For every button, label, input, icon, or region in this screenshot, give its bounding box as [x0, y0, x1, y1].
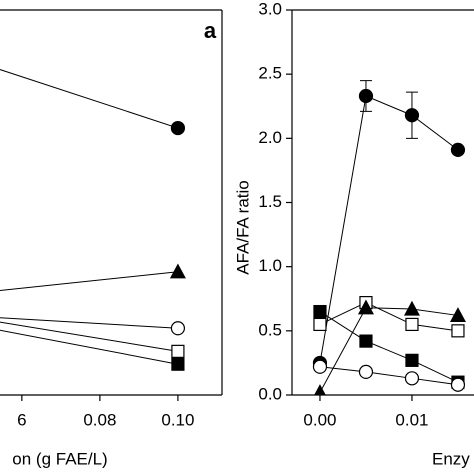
series-line — [319, 307, 459, 393]
marker — [313, 304, 327, 319]
y-tick-label: 0.0 — [258, 384, 282, 403]
marker — [450, 377, 466, 392]
x-axis-label: Enzy — [432, 449, 470, 468]
series-line — [0, 317, 178, 329]
series-line — [319, 311, 459, 383]
marker — [171, 357, 185, 371]
marker — [358, 364, 374, 379]
y-tick-label: 0.5 — [258, 320, 282, 339]
y-axis-label: AFA/FA ratio — [233, 180, 252, 275]
marker — [171, 344, 185, 358]
y-tick-label: 3.0 — [258, 0, 282, 18]
marker — [451, 324, 465, 338]
series-line — [0, 329, 179, 365]
marker — [314, 384, 326, 395]
series-line — [319, 302, 459, 332]
marker — [405, 317, 419, 332]
series-line — [0, 271, 178, 292]
series-line — [0, 321, 178, 352]
y-tick-label: 1.0 — [258, 256, 282, 275]
marker — [170, 120, 186, 136]
marker — [359, 334, 373, 348]
marker — [450, 142, 466, 157]
x-axis-label: on (g FAE/L) — [12, 449, 107, 468]
series-line — [319, 95, 459, 364]
marker — [169, 263, 186, 279]
x-tick-label: 0.08 — [83, 410, 116, 429]
series-line — [319, 366, 459, 386]
x-tick-label: 6 — [17, 410, 26, 429]
panel-label: a — [204, 18, 217, 43]
x-tick-label: 0.10 — [161, 410, 194, 429]
y-tick-label: 2.5 — [258, 64, 282, 83]
marker — [449, 307, 466, 323]
marker — [404, 108, 420, 123]
x-tick-label: 0.01 — [395, 410, 428, 429]
marker — [357, 299, 374, 315]
series-line — [0, 69, 179, 129]
plot-area — [0, 69, 186, 371]
marker — [170, 321, 186, 336]
marker — [358, 88, 374, 104]
y-tick-label: 2.0 — [258, 128, 282, 147]
y-tick-label: 1.5 — [258, 192, 282, 211]
marker — [313, 317, 327, 332]
marker — [404, 371, 420, 386]
marker — [403, 300, 420, 316]
x-tick-label: 0.00 — [303, 410, 336, 429]
plot-area — [312, 80, 466, 395]
marker — [405, 353, 419, 367]
marker — [312, 359, 328, 374]
